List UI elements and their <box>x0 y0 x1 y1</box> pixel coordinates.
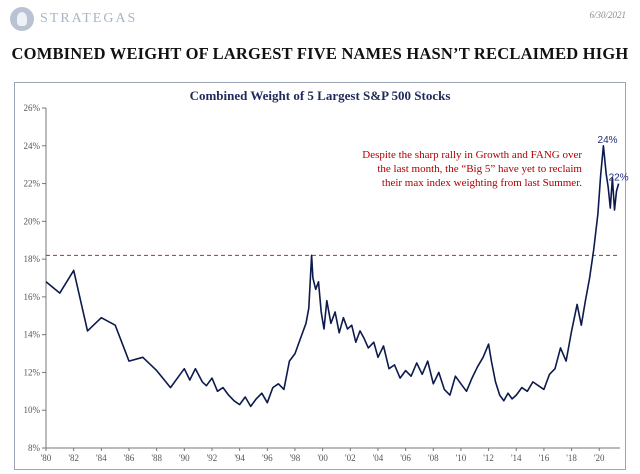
data-label: 22% <box>609 173 629 184</box>
data-label: 24% <box>598 135 618 146</box>
y-tick-label: 10% <box>24 405 41 415</box>
x-tick-label: '04 <box>373 453 384 463</box>
x-tick-label: '02 <box>345 453 356 463</box>
x-tick-label: '18 <box>566 453 577 463</box>
x-tick-label: '14 <box>511 453 522 463</box>
y-tick-label: 14% <box>24 330 41 340</box>
logo-icon <box>10 7 34 31</box>
report-date: 6/30/2021 <box>589 10 626 20</box>
x-tick-label: '84 <box>96 453 107 463</box>
x-tick-label: '80 <box>41 453 52 463</box>
chart-frame <box>14 82 626 470</box>
y-tick-label: 24% <box>24 141 41 151</box>
y-tick-label: 8% <box>28 443 41 453</box>
x-tick-label: '06 <box>400 453 411 463</box>
x-tick-label: '20 <box>594 453 605 463</box>
x-tick-label: '88 <box>151 453 162 463</box>
x-tick-label: '92 <box>207 453 218 463</box>
x-tick-label: '82 <box>68 453 79 463</box>
y-tick-label: 16% <box>24 292 41 302</box>
page-title: COMBINED WEIGHT OF LARGEST FIVE NAMES HA… <box>11 44 629 63</box>
y-tick-label: 22% <box>24 179 41 189</box>
x-tick-label: '90 <box>179 453 190 463</box>
x-tick-label: '12 <box>483 453 494 463</box>
x-tick-label: '08 <box>428 453 439 463</box>
y-tick-label: 18% <box>24 254 41 264</box>
x-tick-label: '96 <box>262 453 273 463</box>
x-tick-label: '94 <box>234 453 245 463</box>
chart-annotation: Despite the sharp rally in Growth and FA… <box>362 149 582 190</box>
brand-name: STRATEGAS <box>40 11 138 26</box>
x-tick-label: '00 <box>317 453 328 463</box>
x-tick-label: '16 <box>539 453 550 463</box>
x-tick-label: '98 <box>290 453 301 463</box>
series-line <box>45 145 620 408</box>
chart-title: Combined Weight of 5 Largest S&P 500 Sto… <box>189 88 451 103</box>
brand-logo: STRATEGAS <box>10 6 137 32</box>
y-tick-label: 20% <box>24 216 41 226</box>
x-tick-label: '10 <box>456 453 467 463</box>
y-tick-label: 26% <box>24 103 41 113</box>
x-tick-label: '86 <box>124 453 135 463</box>
y-tick-label: 12% <box>24 367 41 377</box>
